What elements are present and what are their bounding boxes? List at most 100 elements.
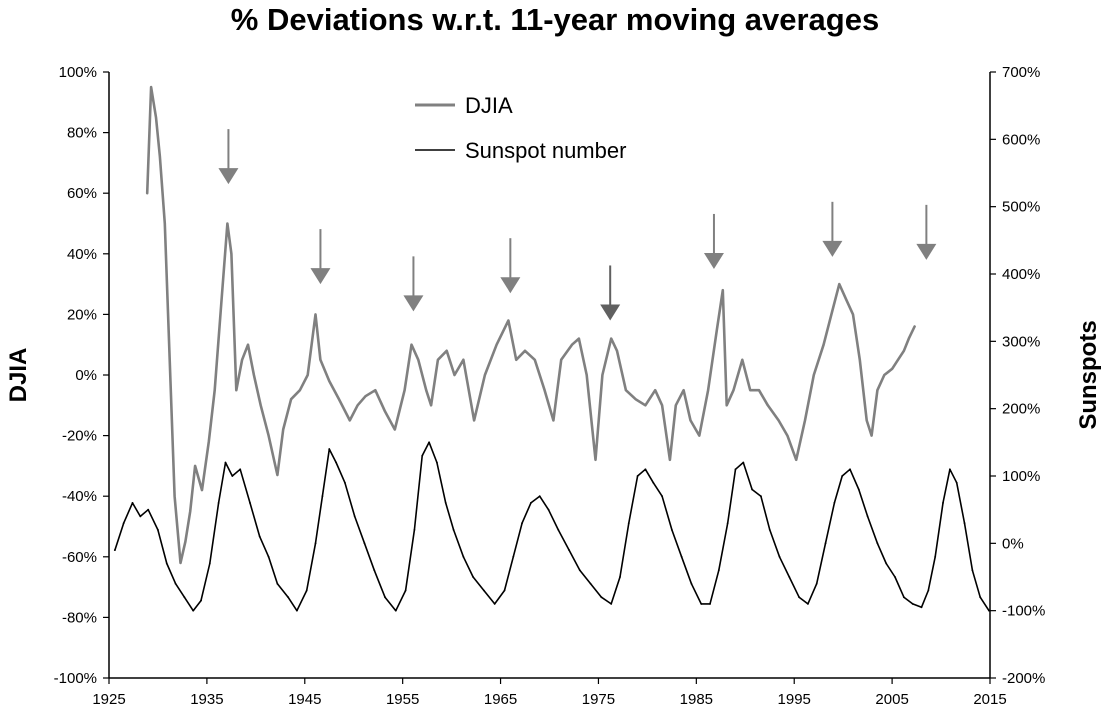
data-point — [807, 603, 809, 605]
data-point — [661, 495, 663, 498]
data-point — [241, 358, 244, 361]
peak-arrow-head — [822, 240, 843, 257]
data-point — [766, 404, 769, 407]
data-point — [374, 389, 377, 392]
data-point — [552, 419, 555, 422]
data-point — [363, 542, 366, 545]
data-point — [891, 368, 894, 370]
data-point — [971, 569, 974, 572]
data-point — [911, 603, 914, 605]
data-point — [795, 458, 798, 461]
data-point — [503, 589, 506, 592]
data-point — [830, 313, 833, 316]
y-tick-label: 60% — [67, 185, 97, 202]
data-point — [174, 582, 177, 585]
data-point — [290, 398, 292, 401]
data-point — [417, 358, 420, 361]
y-tick-label: -20% — [62, 428, 97, 445]
data-point — [208, 562, 211, 565]
data-point — [594, 458, 597, 461]
data-point — [192, 609, 195, 612]
data-point — [231, 475, 234, 477]
data-point — [113, 549, 116, 551]
data-point — [988, 609, 990, 612]
legend-layer: DJIA Sunspot number — [415, 93, 626, 163]
data-point — [858, 358, 861, 361]
data-point — [654, 389, 657, 392]
data-point — [547, 508, 550, 511]
data-point — [224, 461, 227, 464]
data-point — [515, 358, 518, 361]
data-point — [833, 502, 836, 504]
data-point — [235, 389, 238, 392]
data-point — [267, 434, 270, 437]
y-tick-label: 100% — [59, 64, 97, 81]
y-tick-label: -100% — [54, 670, 97, 687]
data-point — [184, 540, 187, 543]
data-point — [560, 358, 563, 361]
data-point — [267, 555, 270, 558]
data-point — [883, 374, 886, 376]
data-point — [201, 489, 203, 492]
data-point — [462, 358, 465, 361]
data-point — [173, 495, 176, 498]
data-point — [876, 542, 879, 545]
data-point — [239, 468, 242, 471]
data-point — [384, 410, 386, 413]
data-point — [249, 502, 251, 504]
data-point — [557, 528, 560, 531]
arrows-layer — [218, 129, 937, 321]
data-point — [601, 374, 604, 376]
data-point — [131, 502, 134, 504]
y2-tick-label: 600% — [1002, 131, 1040, 148]
data-point — [394, 609, 397, 612]
data-point — [444, 502, 447, 504]
ticks-layer: 1925 1935 1945 1955 1965 1975 1985 1995 2005 2015… — [54, 64, 1046, 708]
data-point — [296, 609, 298, 612]
data-point — [328, 380, 331, 382]
data-point — [749, 389, 752, 392]
data-point — [885, 562, 888, 565]
data-point — [530, 502, 532, 504]
data-point — [857, 488, 860, 491]
x-tick-label: 1925 — [92, 691, 125, 708]
peak-arrow-head — [703, 252, 724, 269]
data-point — [838, 283, 841, 285]
data-point — [577, 337, 580, 340]
peak-arrow-head — [916, 243, 937, 260]
data-point — [913, 325, 916, 328]
data-point — [644, 404, 647, 407]
data-point — [627, 522, 630, 525]
data-point — [507, 319, 510, 322]
peak-arrow-head — [310, 268, 331, 285]
data-point — [319, 358, 322, 361]
data-point — [306, 374, 309, 376]
data-point — [907, 337, 910, 340]
x-tick-label: 1975 — [582, 691, 615, 708]
data-point — [661, 404, 663, 407]
data-point — [472, 576, 475, 578]
data-point — [364, 395, 367, 398]
data-point — [619, 576, 621, 578]
data-point — [942, 502, 944, 504]
data-point — [305, 589, 308, 592]
data-point — [200, 599, 202, 602]
data-point — [760, 495, 762, 498]
data-point — [726, 522, 729, 525]
data-point — [287, 596, 290, 599]
peak-arrow-head — [218, 168, 239, 185]
data-point — [841, 475, 844, 477]
data-point — [717, 569, 720, 572]
data-point — [751, 488, 754, 491]
data-point — [707, 389, 709, 392]
data-point — [356, 404, 359, 407]
series-layer — [113, 85, 990, 612]
data-point — [403, 389, 406, 392]
data-point — [866, 515, 869, 518]
data-point — [259, 404, 262, 407]
data-point — [348, 419, 351, 422]
data-point — [721, 289, 724, 292]
data-point — [220, 298, 223, 301]
data-point — [321, 495, 324, 498]
